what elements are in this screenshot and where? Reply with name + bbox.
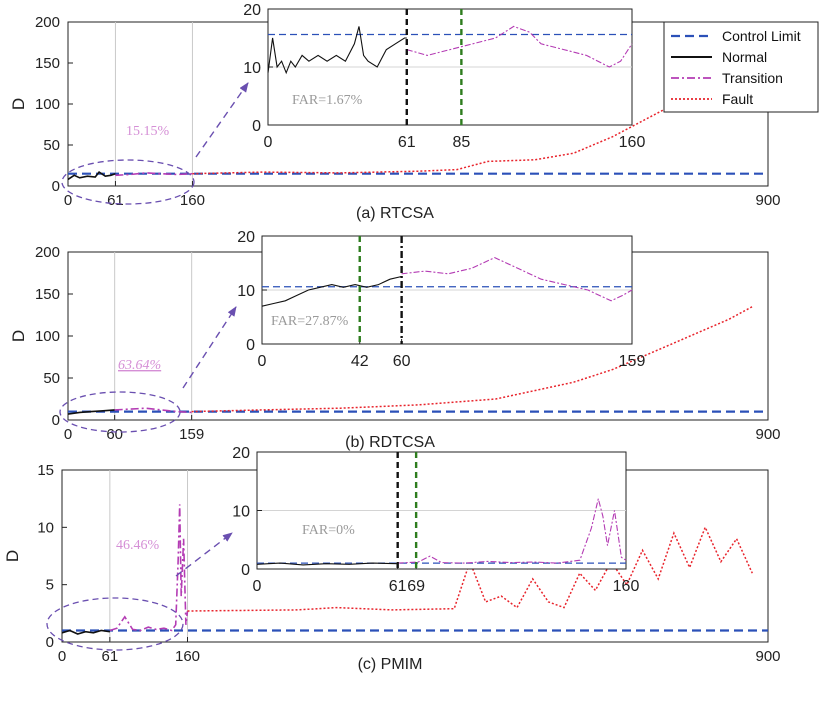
inset-series-transition: [397, 498, 627, 564]
inset-x-tick-label: 69: [407, 578, 425, 595]
y-tick-label: 10: [37, 519, 54, 536]
x-tick-label: 0: [64, 192, 72, 209]
inset-series-normal: [267, 26, 407, 75]
inset-far-label: FAR=1.67%: [292, 93, 363, 108]
inset-x-tick-label: 85: [452, 134, 470, 151]
detection-rate-label: 63.64%: [118, 358, 161, 373]
zoom-ellipse: [59, 391, 181, 433]
y-tick-label: 15: [37, 462, 54, 479]
panel-caption: (c) PMIM: [358, 656, 423, 673]
series-normal: [67, 409, 115, 415]
series-transition: [115, 172, 193, 177]
series-transition: [114, 407, 192, 414]
inset-series-transition: [401, 256, 633, 302]
inset-x-tick-label: 60: [393, 353, 411, 370]
y-tick-label: 200: [35, 14, 60, 31]
series-normal: [67, 171, 116, 181]
inset-far-label: FAR=0%: [302, 523, 355, 538]
y-tick-label: 100: [35, 96, 60, 113]
y-axis-label: D: [3, 550, 22, 562]
x-tick-label: 900: [755, 426, 780, 443]
inset-x-tick-label: 160: [619, 134, 646, 151]
inset-x-tick-label: 0: [258, 353, 267, 370]
series-fault: [191, 305, 753, 413]
y-tick-label: 0: [52, 412, 60, 429]
x-tick-label: 900: [755, 648, 780, 665]
inset-y-tick-label: 0: [252, 118, 261, 135]
series-transition: [109, 504, 189, 632]
inset-y-tick-label: 20: [243, 2, 261, 19]
legend-label-transition: Transition: [722, 70, 783, 86]
inset-x-tick-label: 160: [613, 578, 640, 595]
inset-plot: 0 10 20 0 42 60 159 FAR=27.87%: [237, 229, 645, 370]
inset-x-tick-label: 61: [389, 578, 407, 595]
panel-caption: (b) RDTCSA: [345, 434, 435, 451]
legend-label-fault: Fault: [722, 91, 753, 107]
y-tick-label: 150: [35, 286, 60, 303]
inset-series-transition: [406, 25, 633, 68]
zoom-arrow: [182, 306, 237, 389]
x-tick-label: 0: [64, 426, 72, 443]
zoom-ellipse: [46, 597, 184, 651]
y-tick-label: 200: [35, 244, 60, 261]
legend-label-control-limit: Control Limit: [722, 28, 801, 44]
y-tick-label: 100: [35, 328, 60, 345]
y-tick-label: 50: [43, 137, 60, 154]
inset-x-tick-label: 61: [398, 134, 416, 151]
x-tick-label: 159: [179, 426, 204, 443]
inset-x-tick-label: 0: [264, 134, 273, 151]
inset-series-normal: [256, 562, 398, 566]
inset-y-tick-label: 10: [232, 504, 250, 521]
x-tick-label: 160: [175, 648, 200, 665]
inset-plot: 0 10 20 0 61 69 160 FAR=0%: [232, 445, 639, 595]
inset-x-tick-label: 159: [619, 353, 646, 370]
x-tick-label: 61: [107, 192, 124, 209]
inset-x-tick-label: 0: [253, 578, 262, 595]
y-tick-label: 50: [43, 370, 60, 387]
zoom-arrow: [195, 82, 249, 158]
inset-plot: 0 10 20 0 61 85 160 FAR=1.67%: [243, 2, 645, 151]
legend: Control Limit Normal Transition Fault: [663, 21, 819, 113]
x-tick-label: 61: [102, 648, 119, 665]
y-tick-label: 0: [46, 634, 54, 651]
x-tick-label: 160: [180, 192, 205, 209]
zoom-ellipse: [61, 159, 195, 205]
legend-label-normal: Normal: [722, 49, 767, 65]
detection-rate-label: 15.15%: [126, 124, 170, 139]
series-normal: [61, 629, 111, 635]
x-tick-label: 0: [58, 648, 66, 665]
inset-y-tick-label: 0: [246, 337, 255, 354]
y-tick-label: 5: [46, 577, 54, 594]
inset-x-tick-label: 42: [351, 353, 369, 370]
inset-y-tick-label: 0: [241, 562, 250, 579]
series-fault: [187, 525, 753, 612]
inset-y-tick-label: 20: [232, 445, 250, 462]
inset-y-tick-label: 10: [243, 60, 261, 77]
inset-series-normal: [261, 275, 402, 307]
x-tick-label: 60: [106, 426, 123, 443]
y-tick-label: 0: [52, 178, 60, 195]
inset-y-tick-label: 10: [237, 283, 255, 300]
y-tick-label: 150: [35, 55, 60, 72]
detection-rate-label: 46.46%: [116, 538, 160, 553]
y-axis-label: D: [9, 98, 28, 110]
y-axis-label: D: [9, 330, 28, 342]
inset-y-tick-label: 20: [237, 229, 255, 246]
inset-far-label: FAR=27.87%: [271, 314, 349, 329]
x-tick-label: 900: [755, 192, 780, 209]
panel-caption: (a) RTCSA: [356, 205, 434, 222]
